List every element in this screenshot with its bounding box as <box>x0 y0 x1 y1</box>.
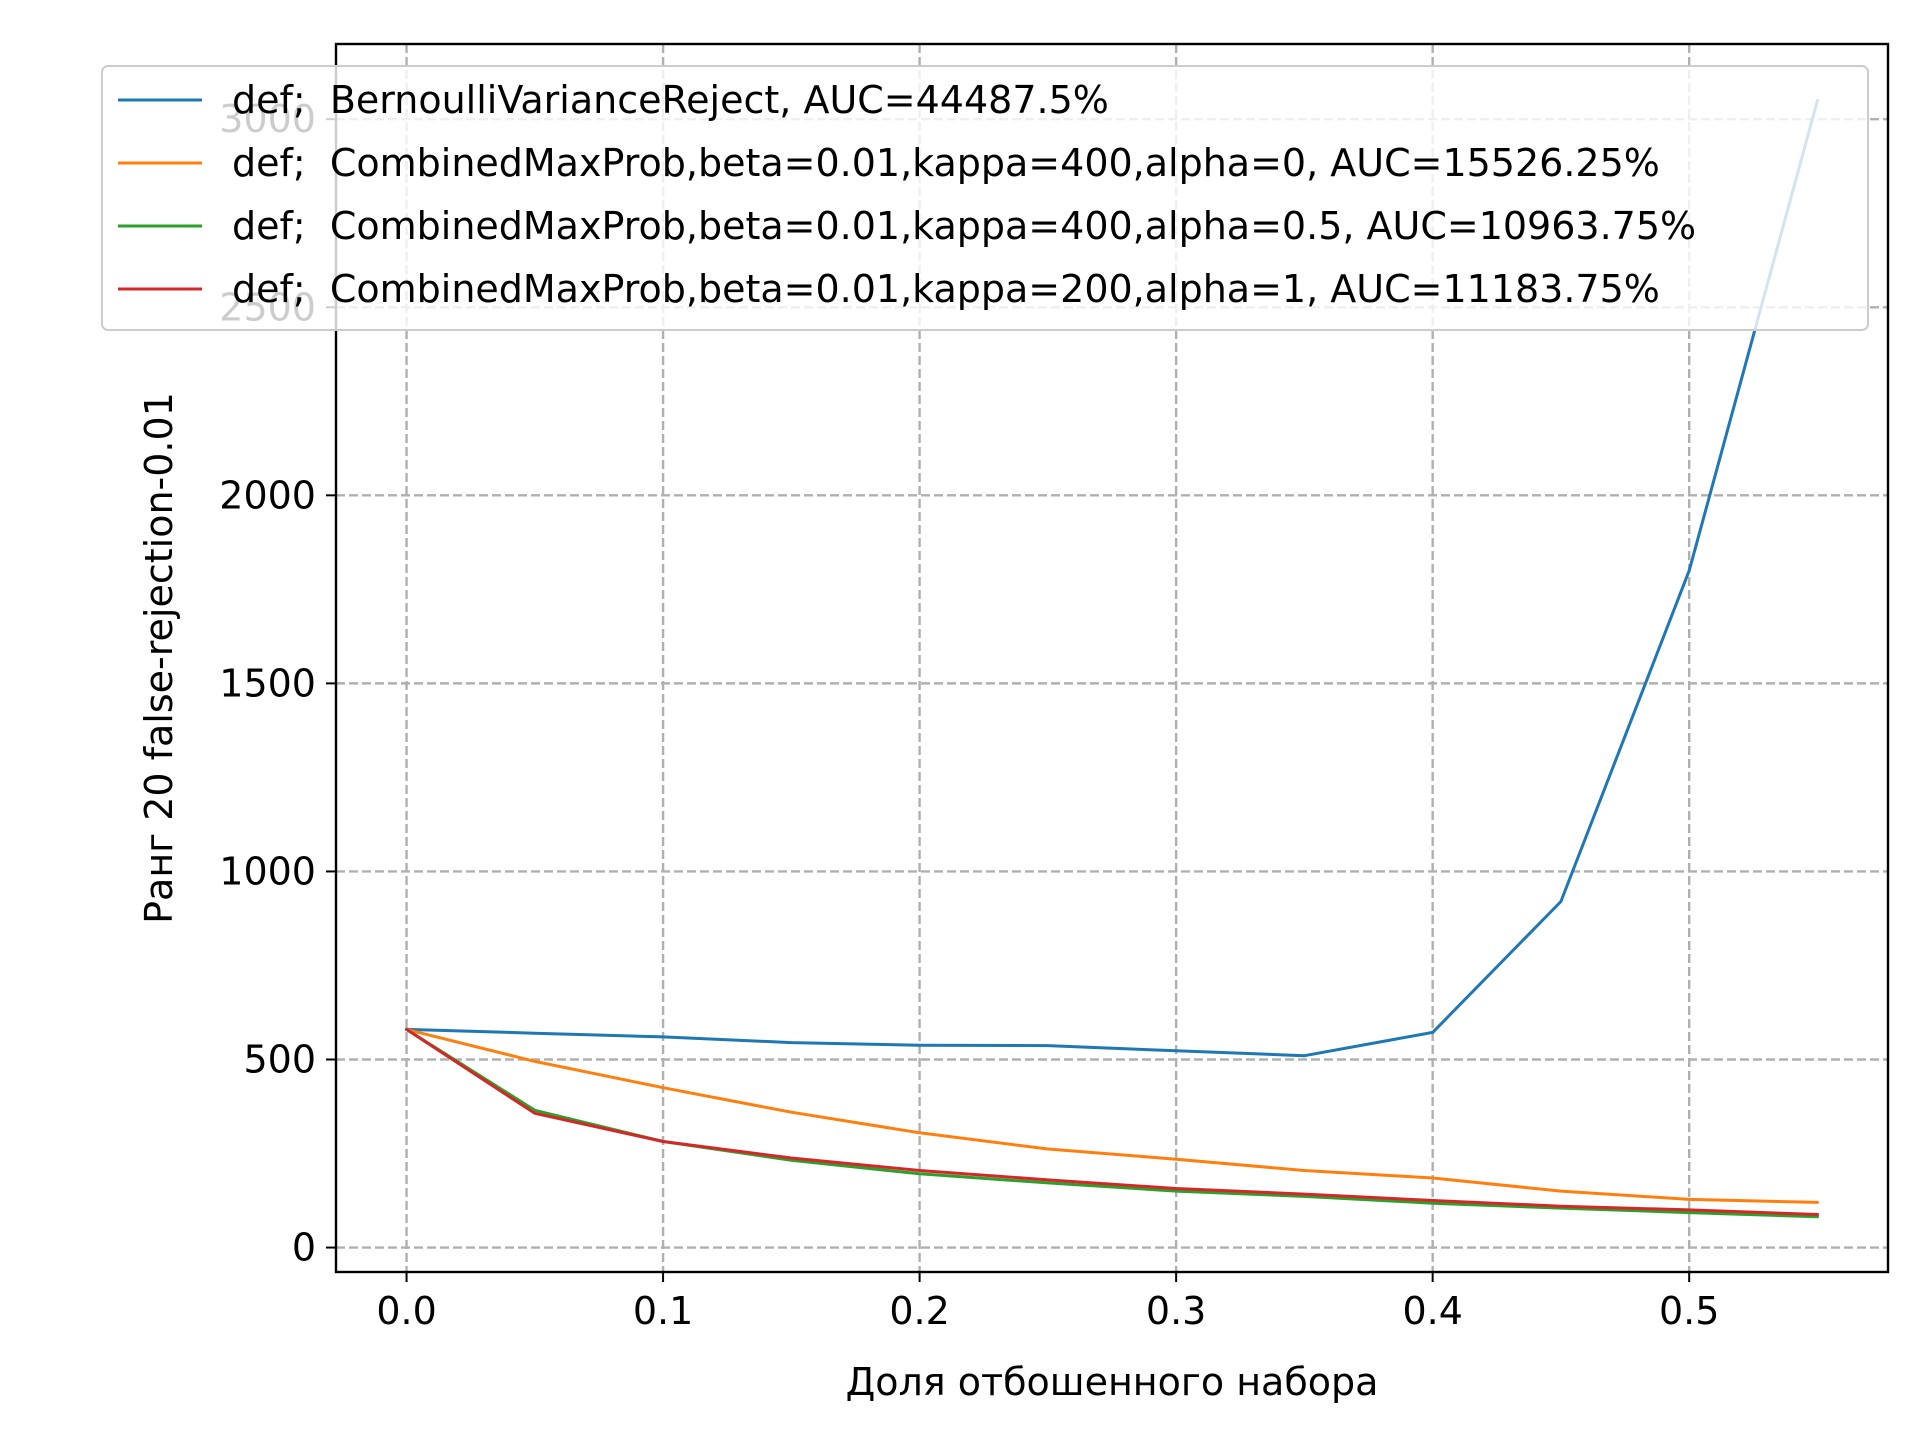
y-tick-label: 1500 <box>219 661 316 705</box>
plot-area-frame <box>334 42 1890 1274</box>
legend-label-2: def; CombinedMaxProb,beta=0.01,kappa=400… <box>232 141 1660 185</box>
x-tick-label: 0.4 <box>1402 1289 1462 1333</box>
x-tick-label: 0.1 <box>633 1289 693 1333</box>
y-axis-label: Ранг 20 false-rejection-0.01 <box>137 392 181 924</box>
legend-items: def; BernoulliVarianceReject, AUC=44487.… <box>118 78 1696 311</box>
legend-label-4: def; CombinedMaxProb,beta=0.01,kappa=200… <box>232 267 1660 311</box>
x-tick-label: 0.5 <box>1659 1289 1719 1333</box>
series-line-1 <box>405 98 1819 1058</box>
legend-box <box>101 65 1869 331</box>
y-tick-label: 1000 <box>219 849 316 893</box>
series-lines <box>405 98 1819 1219</box>
legend: def; BernoulliVarianceReject, AUC=44487.… <box>101 65 1869 331</box>
x-axis-ticks: 0.0 0.1 0.2 0.3 0.4 0.5 <box>376 1272 1719 1333</box>
legend-label-3: def; CombinedMaxProb,beta=0.01,kappa=400… <box>232 204 1696 248</box>
x-axis-label: Доля отбошенного набора <box>846 1360 1379 1404</box>
legend-label-1: def; BernoulliVarianceReject, AUC=44487.… <box>232 78 1109 122</box>
series-line-2 <box>405 1027 1819 1204</box>
x-tick-label: 0.2 <box>889 1289 949 1333</box>
y-tick-label: 500 <box>243 1037 316 1081</box>
y-tick-label: 0 <box>292 1226 316 1270</box>
y-tick-label: 2000 <box>219 473 316 517</box>
x-tick-label: 0.0 <box>376 1289 436 1333</box>
x-tick-label: 0.3 <box>1146 1289 1206 1333</box>
series-line-4 <box>405 1027 1819 1216</box>
